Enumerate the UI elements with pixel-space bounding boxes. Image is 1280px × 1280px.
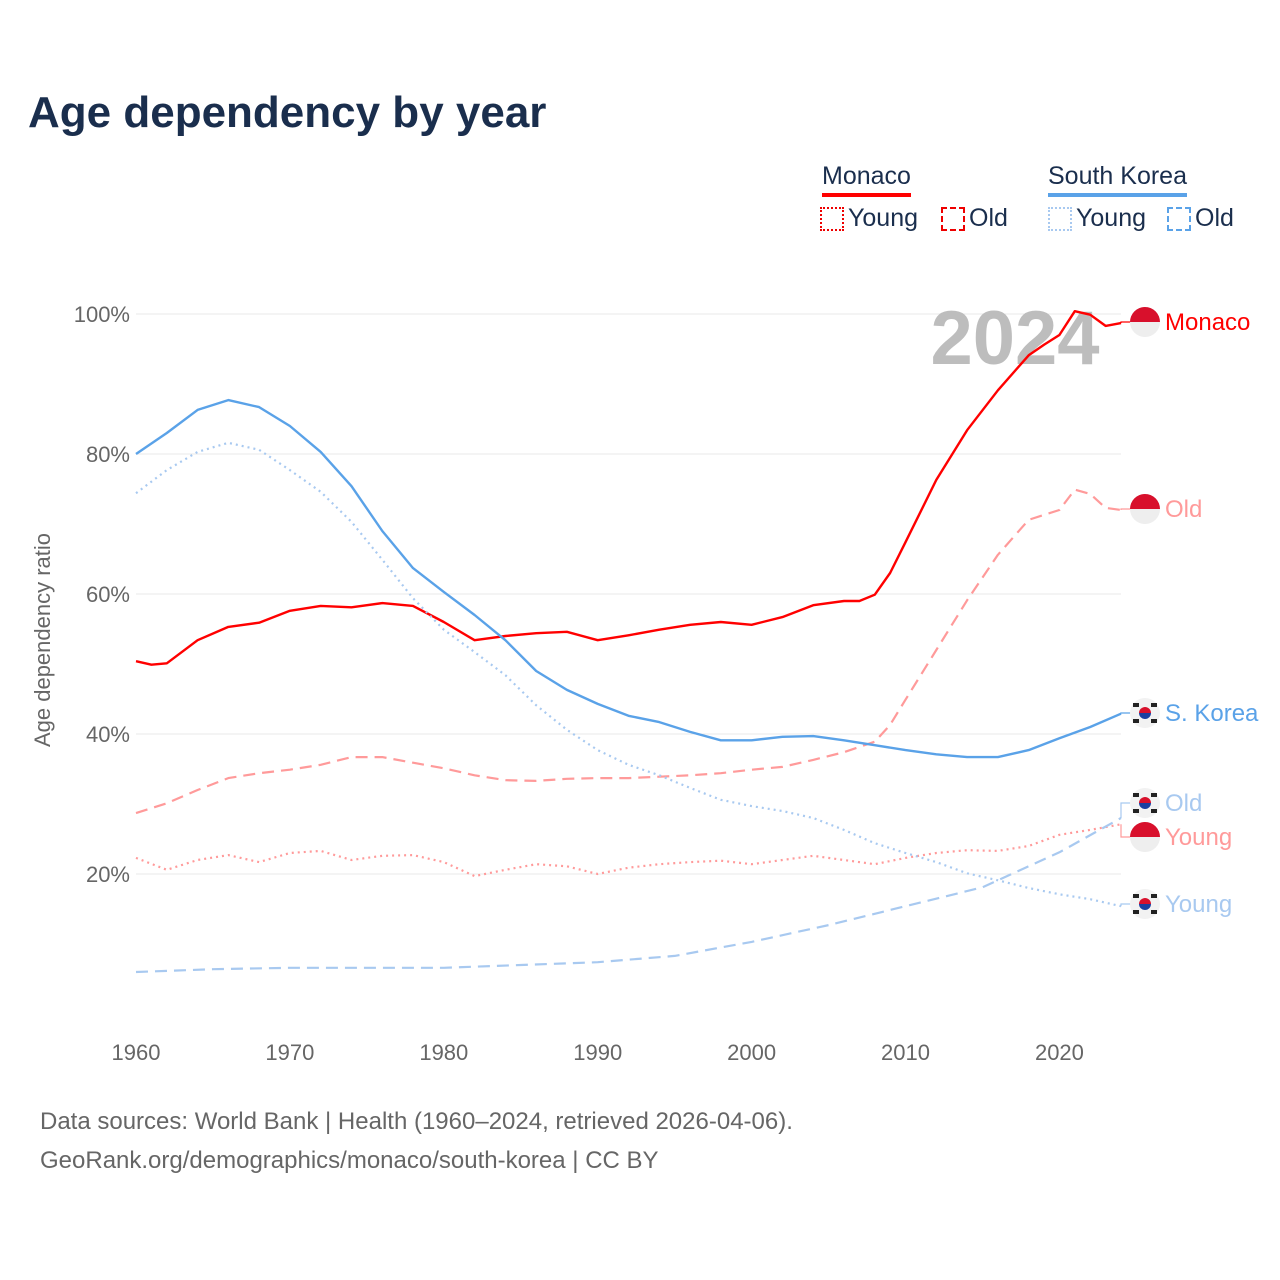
- end-label-monaco-old: Old: [1120, 494, 1202, 524]
- series-line-south-korea-old: [135, 817, 1122, 974]
- korea-flag-icon: [1139, 713, 1151, 719]
- legend-korea-old[interactable]: Old: [1167, 204, 1234, 233]
- x-tick-label: 2010: [881, 1040, 930, 1065]
- series-line-monaco: [135, 310, 1122, 666]
- current-year-label: 2024: [930, 296, 1099, 381]
- korea-flag-icon: [1133, 910, 1139, 914]
- korea-flag-icon: [1133, 894, 1139, 898]
- korea-flag-icon: [1133, 703, 1139, 707]
- korea-flag-icon: [1151, 719, 1157, 723]
- end-label-south-korea: S. Korea: [1120, 698, 1259, 728]
- end-label-text: S. Korea: [1165, 700, 1259, 727]
- end-label-south-korea-old: Old: [1120, 788, 1202, 818]
- connector-line: [1120, 712, 1132, 714]
- korea-flag-icon: [1139, 898, 1151, 904]
- korea-flag-icon: [1139, 904, 1151, 910]
- y-tick-label: 80%: [86, 442, 130, 467]
- legend-label: Old: [1195, 204, 1234, 232]
- end-label-text: Old: [1165, 496, 1202, 523]
- korea-flag-icon: [1151, 809, 1157, 813]
- y-tick-label: 100%: [74, 302, 130, 327]
- legend-monaco-old[interactable]: Old: [941, 204, 1008, 233]
- legend-monaco-young[interactable]: Young: [820, 204, 918, 233]
- monaco-flag-icon: [1130, 494, 1160, 509]
- korea-flag-icon: [1151, 703, 1157, 707]
- dotted-swatch-icon: [820, 206, 844, 231]
- y-tick-label: 20%: [86, 862, 130, 887]
- source-url[interactable]: GeoRank.org/demographics/monaco/south-ko…: [40, 1147, 659, 1174]
- x-tick-label: 2020: [1035, 1040, 1084, 1065]
- end-label-monaco-young: Young: [1120, 822, 1232, 852]
- end-label-monaco: Monaco: [1120, 307, 1250, 337]
- x-tick-label: 2000: [727, 1040, 776, 1065]
- korea-flag-icon: [1133, 809, 1139, 813]
- series-line-south-korea-young: [135, 441, 1122, 908]
- korea-flag-icon: [1151, 793, 1157, 797]
- chart-title: Age dependency by year: [28, 88, 547, 137]
- connector-line: [1120, 903, 1132, 907]
- end-label-text: Monaco: [1165, 309, 1250, 336]
- korea-flag-icon: [1139, 707, 1151, 713]
- monaco-flag-icon: [1130, 307, 1160, 322]
- korea-flag-icon: [1133, 719, 1139, 723]
- dotted-swatch-icon: [1048, 206, 1072, 231]
- series-line-monaco-old: [135, 488, 1122, 815]
- korea-flag-icon: [1139, 803, 1151, 809]
- korea-flag-icon: [1151, 894, 1157, 898]
- dashed-swatch-icon: [1167, 206, 1191, 231]
- x-tick-label: 1990: [573, 1040, 622, 1065]
- monaco-flag-icon: [1130, 822, 1160, 837]
- source-note: Data sources: World Bank | Health (1960–…: [40, 1108, 793, 1135]
- dashed-swatch-icon: [941, 206, 965, 231]
- y-axis-label: Age dependency ratio: [30, 533, 55, 747]
- connector-line: [1120, 321, 1132, 324]
- x-tick-label: 1960: [112, 1040, 161, 1065]
- end-label-text: Young: [1165, 891, 1232, 918]
- series-line-monaco-young: [135, 823, 1122, 878]
- legend-label: Old: [969, 204, 1008, 232]
- end-label-south-korea-young: Young: [1120, 889, 1232, 919]
- connector-line: [1120, 802, 1132, 818]
- legend-korea-young[interactable]: Young: [1048, 204, 1146, 233]
- legend-label: Young: [848, 204, 918, 232]
- connector-line: [1120, 508, 1132, 510]
- end-label-text: Young: [1165, 824, 1232, 851]
- y-tick-label: 40%: [86, 722, 130, 747]
- korea-flag-icon: [1151, 910, 1157, 914]
- connector-line: [1120, 824, 1132, 838]
- korea-flag-icon: [1133, 793, 1139, 797]
- y-tick-label: 60%: [86, 582, 130, 607]
- legend-monaco[interactable]: Monaco: [822, 162, 911, 197]
- legend-south-korea[interactable]: South Korea: [1048, 162, 1187, 197]
- x-tick-label: 1980: [419, 1040, 468, 1065]
- legend-label: Young: [1076, 204, 1146, 232]
- x-tick-label: 1970: [265, 1040, 314, 1065]
- korea-flag-icon: [1139, 797, 1151, 803]
- series-line-south-korea: [135, 398, 1122, 759]
- end-label-text: Old: [1165, 790, 1202, 817]
